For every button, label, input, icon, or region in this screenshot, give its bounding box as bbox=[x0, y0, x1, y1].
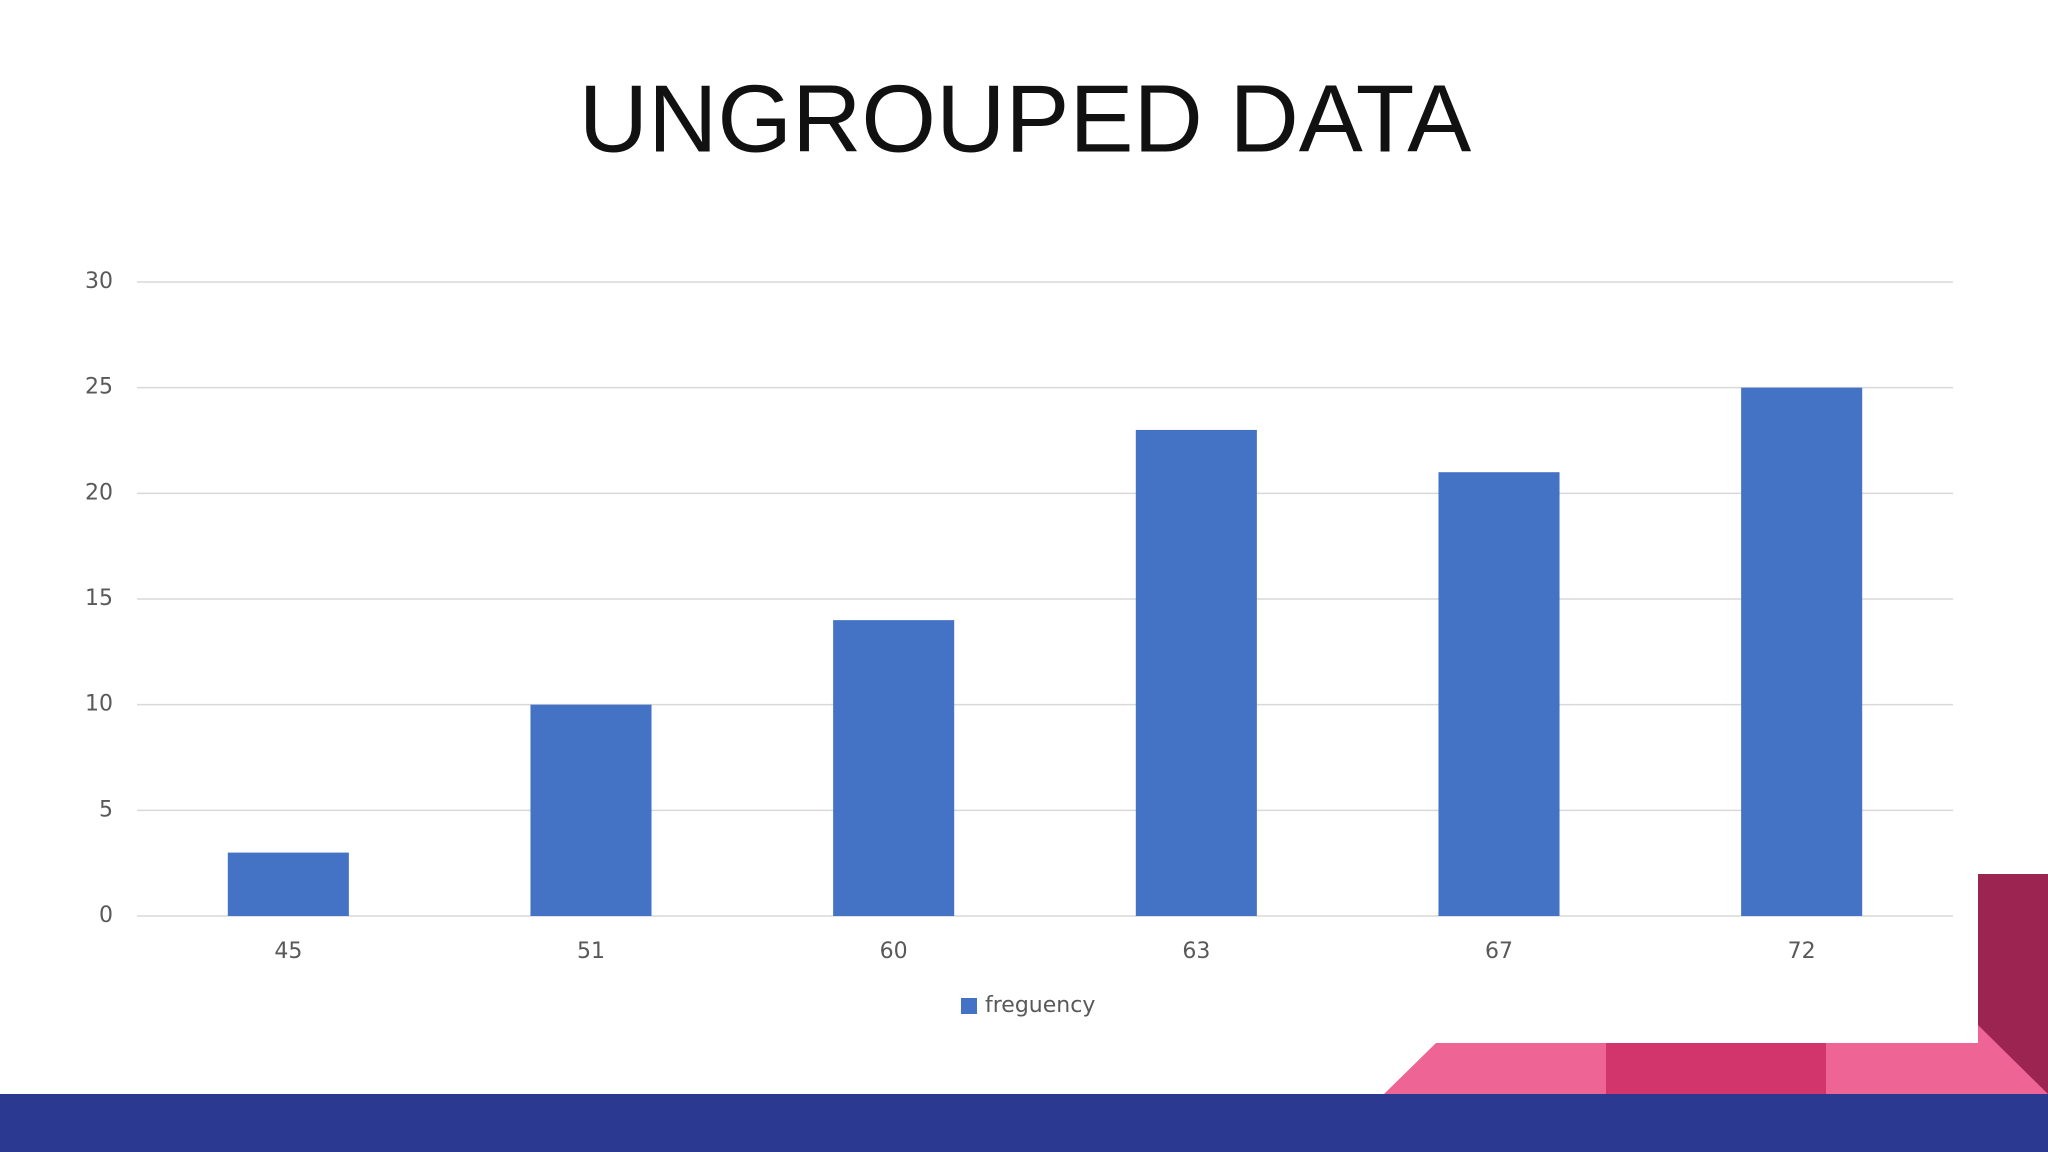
legend-label: freguency bbox=[985, 993, 1095, 1018]
legend-swatch bbox=[961, 998, 977, 1014]
bar bbox=[1438, 472, 1560, 916]
x-tick-label: 45 bbox=[274, 939, 302, 964]
x-tick-label: 67 bbox=[1485, 939, 1513, 964]
y-tick-label: 20 bbox=[85, 480, 113, 505]
x-tick-label: 51 bbox=[577, 939, 605, 964]
bar bbox=[227, 852, 349, 916]
x-tick-label: 63 bbox=[1182, 939, 1210, 964]
bar bbox=[530, 704, 652, 916]
chart: 0 5 10 15 20 25 30 45 51 60 63 67 72 freguency bbox=[85, 269, 1953, 1018]
y-tick-label: 0 bbox=[99, 903, 113, 928]
y-tick-label: 5 bbox=[99, 797, 113, 822]
bar bbox=[1741, 387, 1863, 917]
decor-block bbox=[1606, 1043, 1826, 1094]
x-tick-label: 72 bbox=[1788, 939, 1816, 964]
x-tick-label: 60 bbox=[880, 939, 908, 964]
bar bbox=[1135, 429, 1257, 916]
decoration bbox=[0, 874, 2048, 1152]
chart-title: UNGROUPED DATA bbox=[579, 65, 1472, 172]
y-tick-label: 25 bbox=[85, 375, 113, 400]
y-tick-label: 30 bbox=[85, 269, 113, 294]
bar bbox=[833, 620, 955, 916]
y-tick-label: 15 bbox=[85, 586, 113, 611]
y-tick-label: 10 bbox=[85, 692, 113, 717]
footer-bar bbox=[0, 1094, 2048, 1152]
